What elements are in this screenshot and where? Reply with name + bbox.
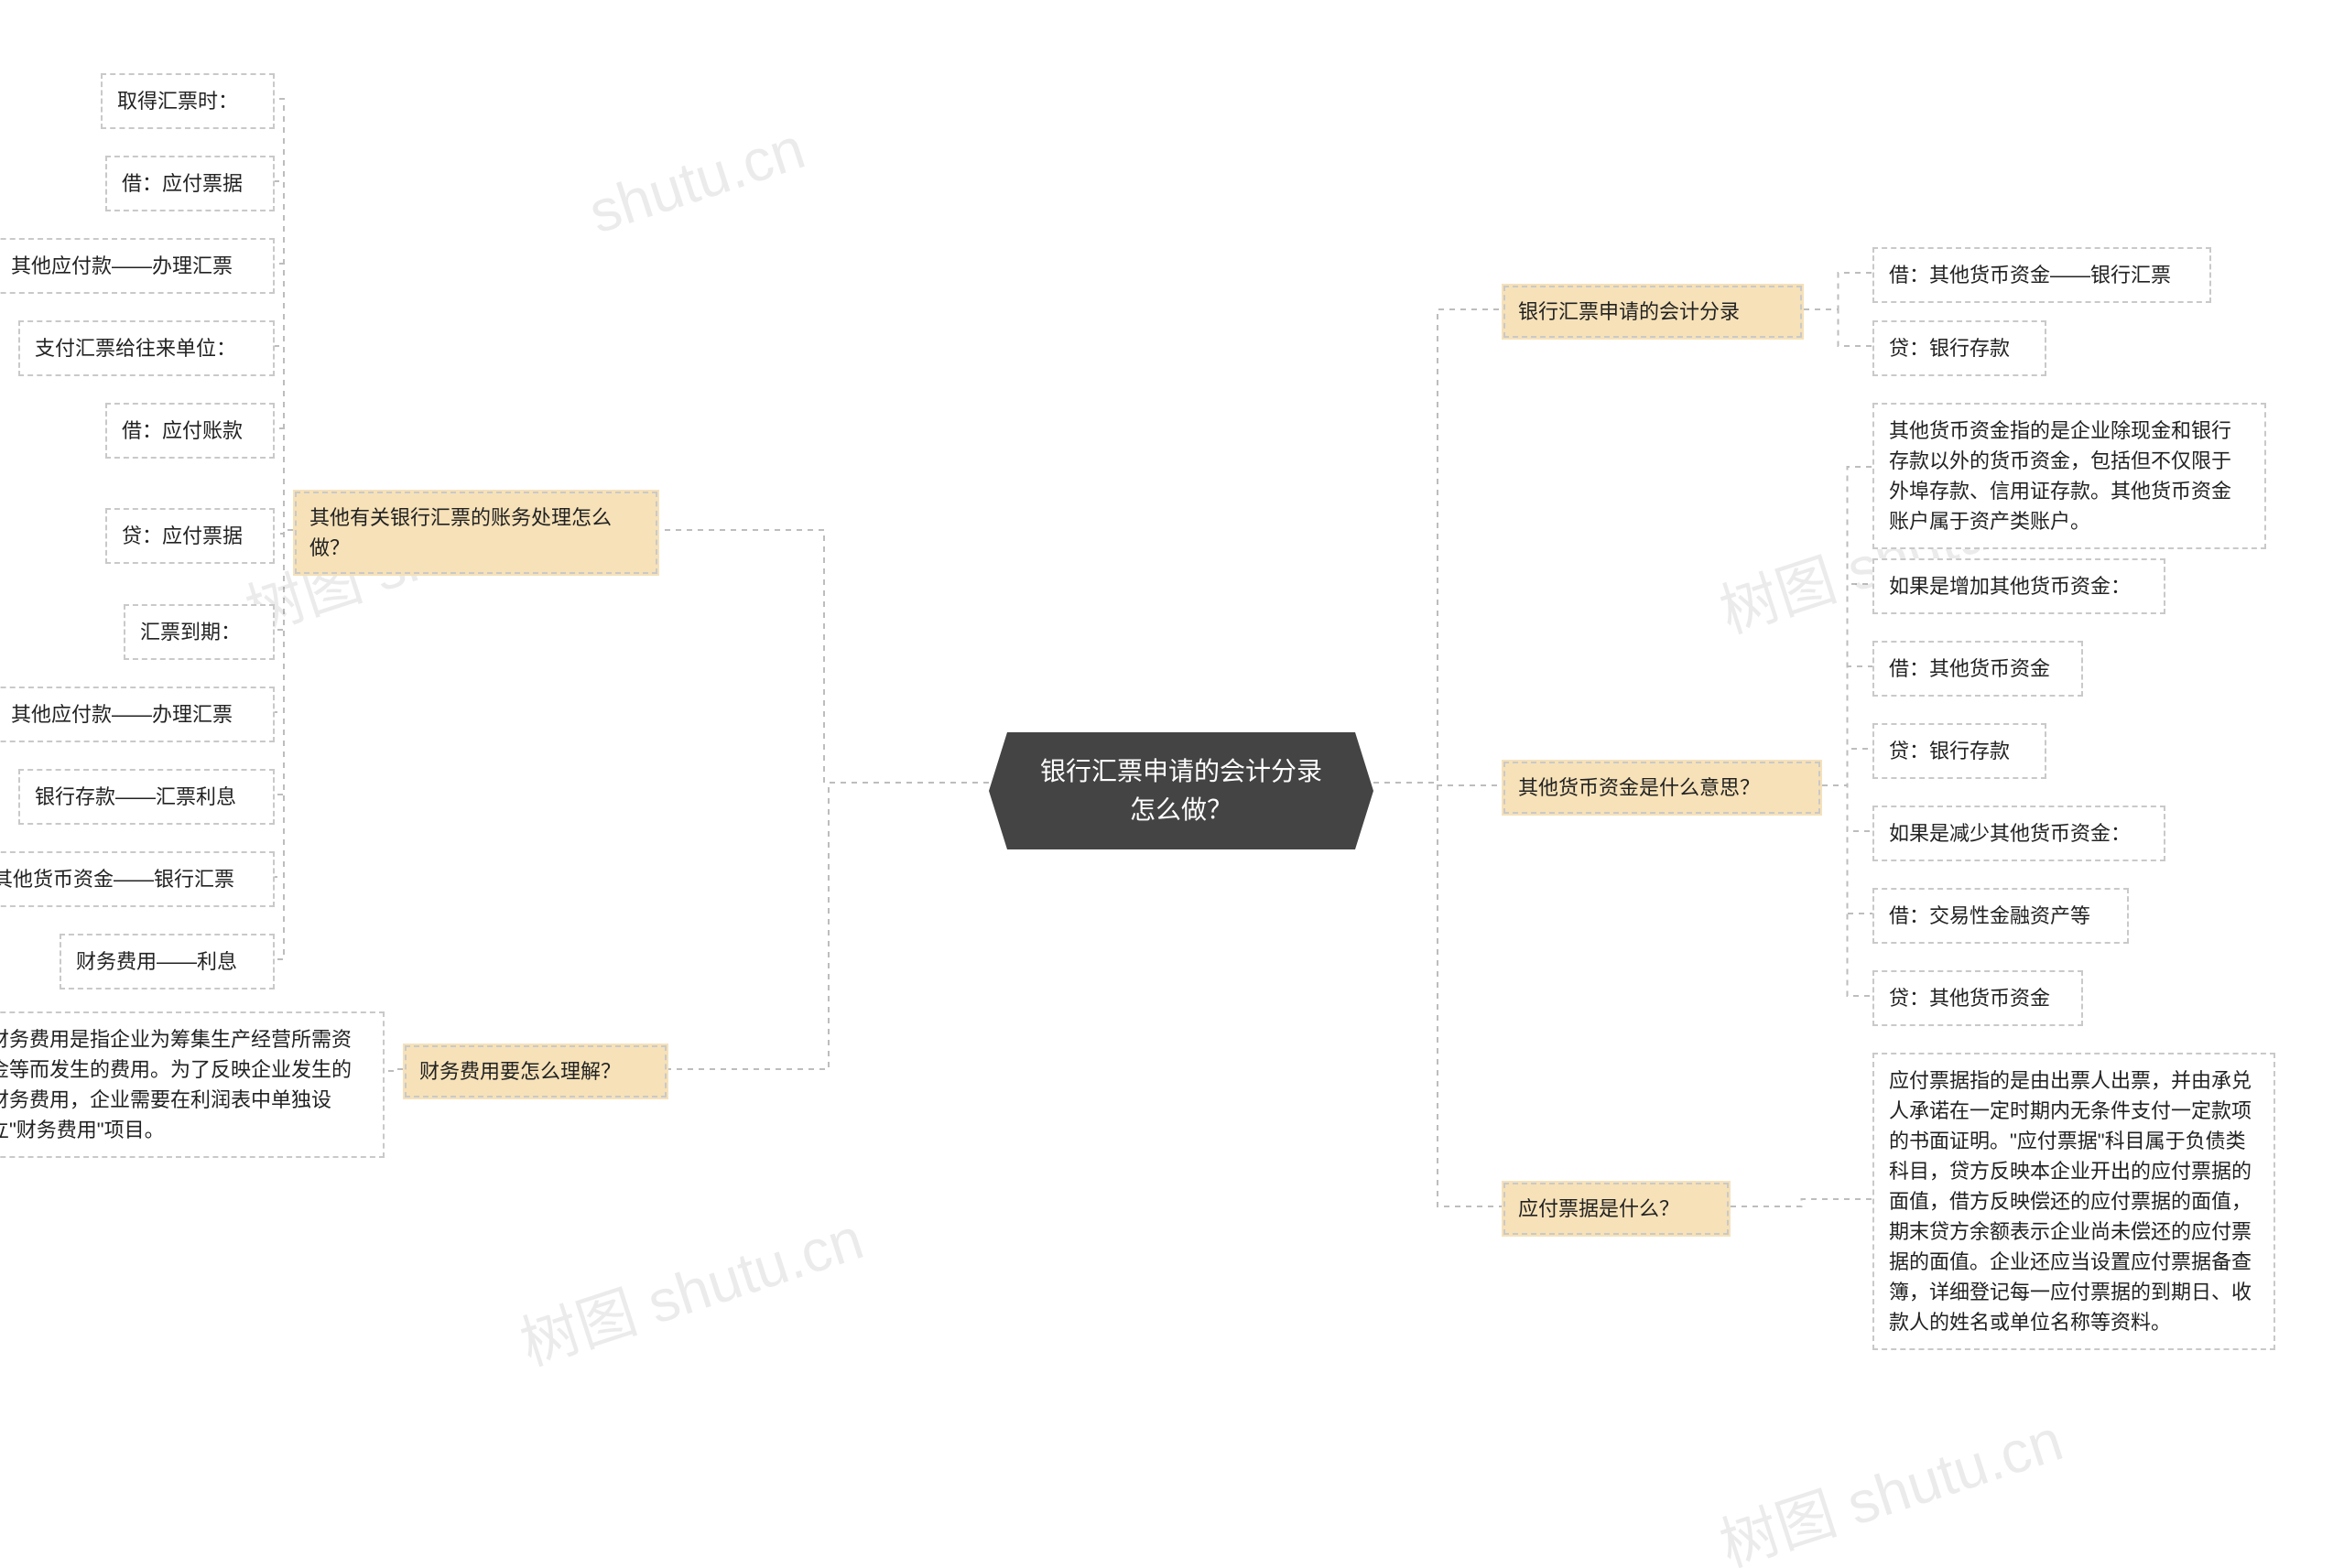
leaf-l1j: 贷：其他货币资金——银行汇票 xyxy=(0,851,275,907)
leaf-r2a: 其他货币资金指的是企业除现金和银行存款以外的货币资金，包括但不仅限于外埠存款、信… xyxy=(1872,403,2266,549)
leaf-r3a: 应付票据指的是由出票人出票，并由承兑人承诺在一定时期内无条件支付一定款项的书面证… xyxy=(1872,1053,2275,1350)
leaf-r2c: 借：其他货币资金 xyxy=(1872,641,2083,697)
branch-r2: 其他货币资金是什么意思？ xyxy=(1502,760,1822,816)
leaf-l1f: 贷：应付票据 xyxy=(105,508,275,564)
root-line2: 怎么做？ xyxy=(1130,795,1232,824)
leaf-l1h: 借：其他应付款——办理汇票 xyxy=(0,687,275,742)
watermark: 树图 shutu.cn xyxy=(508,1192,872,1381)
branch-l2: 财务费用要怎么理解？ xyxy=(403,1044,668,1099)
leaf-r2g: 贷：其他货币资金 xyxy=(1872,970,2083,1026)
leaf-r2d: 贷：银行存款 xyxy=(1872,723,2046,779)
branch-l1: 其他有关银行汇票的账务处理怎么做？ xyxy=(293,490,659,576)
leaf-l1e: 借：应付账款 xyxy=(105,403,275,459)
watermark: shutu.cn xyxy=(581,114,812,246)
leaf-l1b: 借：应付票据 xyxy=(105,156,275,211)
leaf-r2b: 如果是增加其他货币资金： xyxy=(1872,558,2165,614)
root-node: 银行汇票申请的会计分录 怎么做？ xyxy=(989,732,1373,849)
leaf-l1k: 财务费用——利息 xyxy=(60,934,275,989)
leaf-l1c: 贷：其他应付款——办理汇票 xyxy=(0,238,275,294)
leaf-l1a: 取得汇票时： xyxy=(101,73,275,129)
leaf-l1g: 汇票到期： xyxy=(124,604,275,660)
leaf-l2a: 财务费用是指企业为筹集生产经营所需资金等而发生的费用。为了反映企业发生的财务费用… xyxy=(0,1011,385,1158)
leaf-l1d: 支付汇票给往来单位： xyxy=(18,320,275,376)
branch-r1: 银行汇票申请的会计分录 xyxy=(1502,284,1804,340)
leaf-l1i: 银行存款——汇票利息 xyxy=(18,769,275,825)
leaf-r2e: 如果是减少其他货币资金： xyxy=(1872,806,2165,861)
watermark: 树图 shutu.cn xyxy=(1708,1393,2071,1568)
leaf-r1a: 借：其他货币资金——银行汇票 xyxy=(1872,247,2211,303)
leaf-r2f: 借：交易性金融资产等 xyxy=(1872,888,2129,944)
mindmap-canvas: 银行汇票申请的会计分录 怎么做？ 树图 shutu.cn树图 shutu.cn树… xyxy=(0,0,2344,1568)
branch-r3: 应付票据是什么？ xyxy=(1502,1181,1731,1237)
leaf-r1b: 贷：银行存款 xyxy=(1872,320,2046,376)
root-line1: 银行汇票申请的会计分录 xyxy=(1040,757,1322,785)
